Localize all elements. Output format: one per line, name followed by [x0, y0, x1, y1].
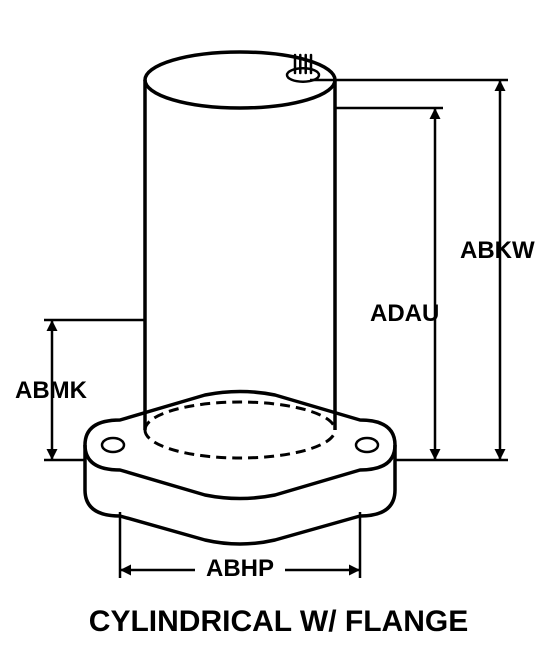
diagram-svg: [0, 0, 557, 670]
label-abmk: ABMK: [15, 377, 87, 405]
label-abkw: ABKW: [460, 237, 535, 265]
label-adau: ADAU: [370, 300, 439, 328]
diagram-title: CYLINDRICAL W/ FLANGE: [40, 605, 517, 639]
label-abhp: ABHP: [206, 555, 274, 583]
